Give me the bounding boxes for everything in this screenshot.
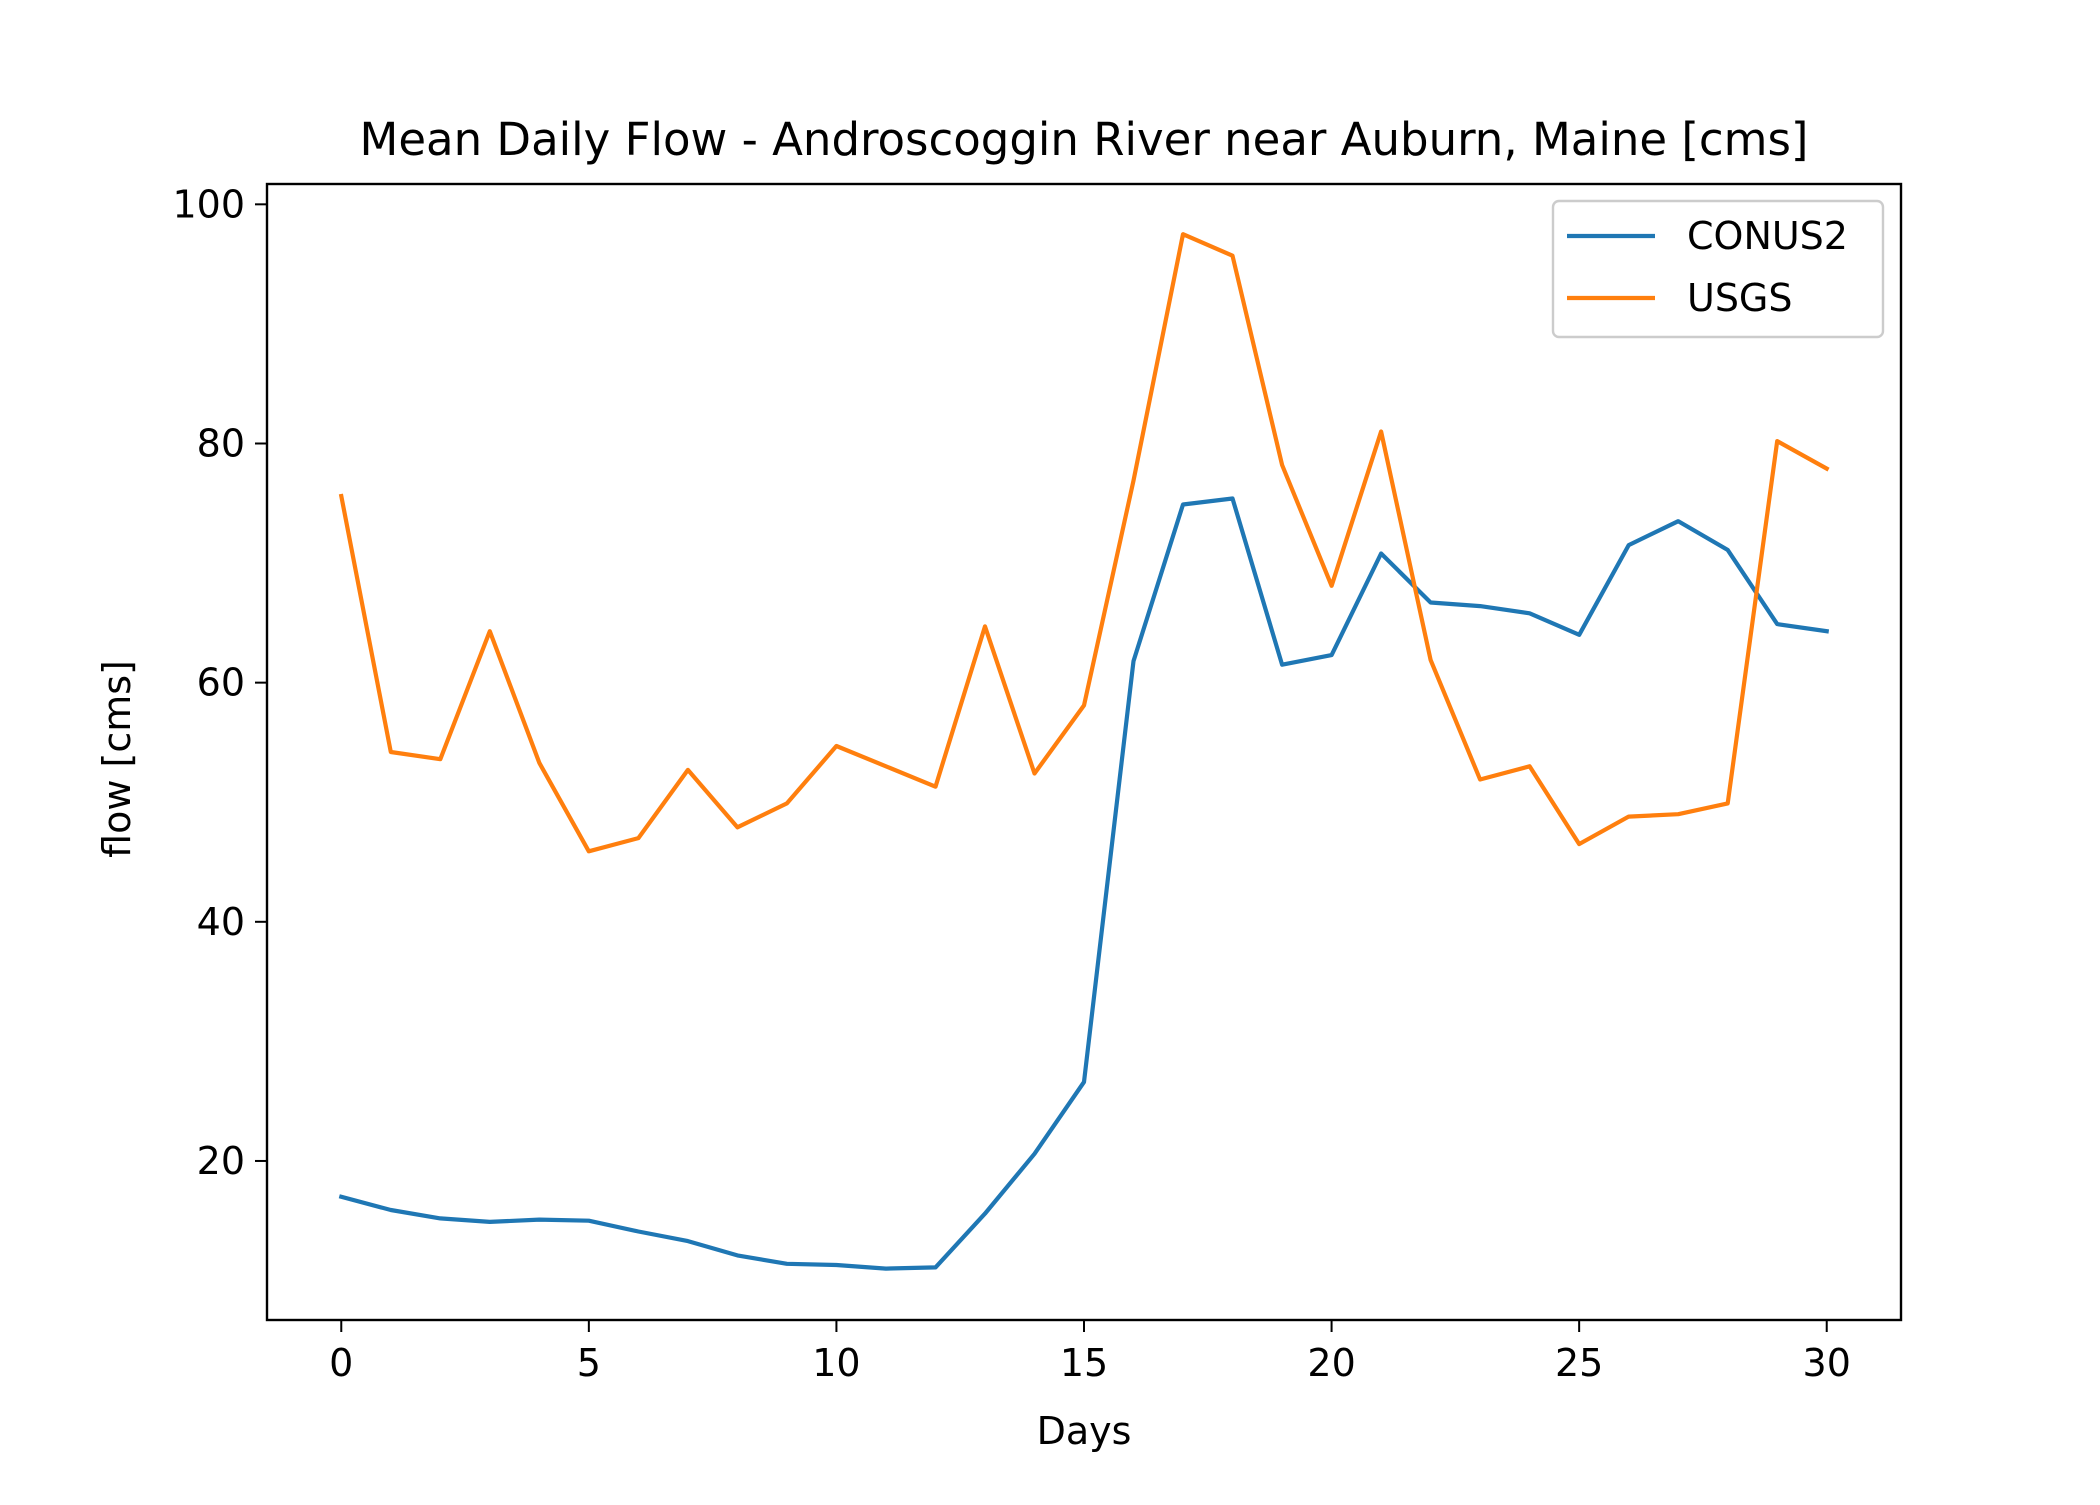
x-axis-title: Days xyxy=(1037,1409,1132,1453)
x-tick-label: 20 xyxy=(1307,1341,1355,1385)
x-tick-label: 0 xyxy=(329,1341,353,1385)
x-tick-label: 25 xyxy=(1555,1341,1603,1385)
series-line-conus2 xyxy=(338,496,1830,1271)
x-tick-label: 10 xyxy=(812,1341,860,1385)
y-tick-label: 100 xyxy=(172,182,245,226)
legend: CONUS2 USGS xyxy=(1551,199,1885,339)
y-tick-label: 40 xyxy=(197,900,245,944)
y-tick-label: 20 xyxy=(197,1139,245,1183)
y-axis-title: flow [cms] xyxy=(95,660,139,858)
x-tick-label: 30 xyxy=(1803,1341,1851,1385)
series-layer xyxy=(338,232,1830,1271)
y-tick-label: 60 xyxy=(197,661,245,705)
y-axis: 20 40 60 80 100 xyxy=(172,182,267,1183)
x-tick-label: 5 xyxy=(577,1341,601,1385)
x-tick-label: 15 xyxy=(1060,1341,1108,1385)
y-tick-label: 80 xyxy=(197,421,245,465)
series-line-usgs xyxy=(338,232,1830,854)
legend-label-conus2: CONUS2 xyxy=(1687,214,1848,258)
x-axis: 0 5 10 15 20 25 30 xyxy=(329,1320,1851,1385)
chart-title: Mean Daily Flow - Androscoggin River nea… xyxy=(360,113,1809,166)
legend-label-usgs: USGS xyxy=(1687,276,1793,320)
